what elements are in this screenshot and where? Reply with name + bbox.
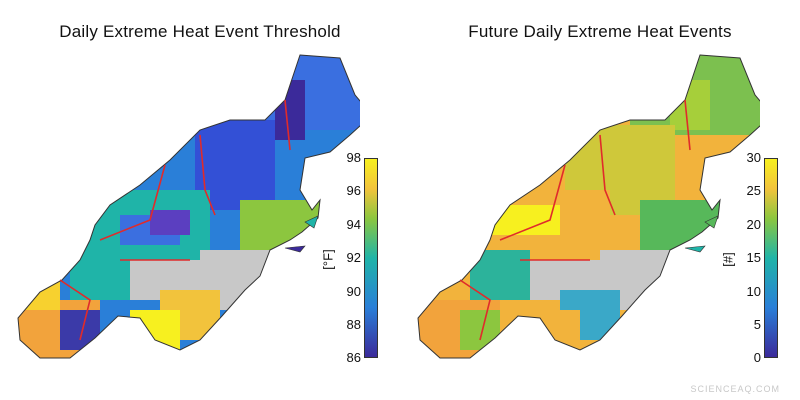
- threshold-map: [17, 54, 360, 359]
- events-map-title: Future Daily Extreme Heat Events: [468, 22, 732, 41]
- events-tick-25: 25: [746, 183, 761, 198]
- threshold-tick-98: 98: [346, 150, 361, 165]
- threshold-outline: [17, 54, 360, 359]
- threshold-tick-90: 90: [346, 284, 361, 299]
- events-tick-20: 20: [746, 217, 761, 232]
- events-outline: [417, 54, 760, 359]
- watermark: SCIENCEAQ.COM: [690, 384, 780, 394]
- threshold-colorbar: [364, 158, 378, 358]
- threshold-unit-label: [°F]: [320, 249, 336, 270]
- events-panel: Future Daily Extreme Heat Events: [400, 0, 800, 400]
- events-unit-label: [#]: [720, 252, 736, 267]
- events-colorbar: [764, 158, 778, 358]
- events-tick-0: 0: [753, 350, 761, 365]
- threshold-panel: Daily Extreme Heat Event Threshold: [17, 22, 378, 365]
- threshold-tick-92: 92: [346, 250, 361, 265]
- threshold-highlight-borders: [59, 99, 291, 341]
- events-tick-10: 10: [746, 284, 761, 299]
- events-region-fill: [418, 55, 760, 358]
- events-map: [417, 54, 760, 359]
- events-tick-30: 30: [746, 150, 761, 165]
- threshold-region-fill: [18, 55, 360, 358]
- threshold-tick-96: 96: [346, 183, 361, 198]
- events-tick-5: 5: [753, 317, 761, 332]
- events-highlight-borders: [459, 99, 691, 341]
- threshold-tick-94: 94: [346, 217, 361, 232]
- events-tick-15: 15: [746, 250, 761, 265]
- threshold-map-title: Daily Extreme Heat Event Threshold: [59, 22, 341, 41]
- threshold-tick-88: 88: [346, 317, 361, 332]
- threshold-tick-86: 86: [346, 350, 361, 365]
